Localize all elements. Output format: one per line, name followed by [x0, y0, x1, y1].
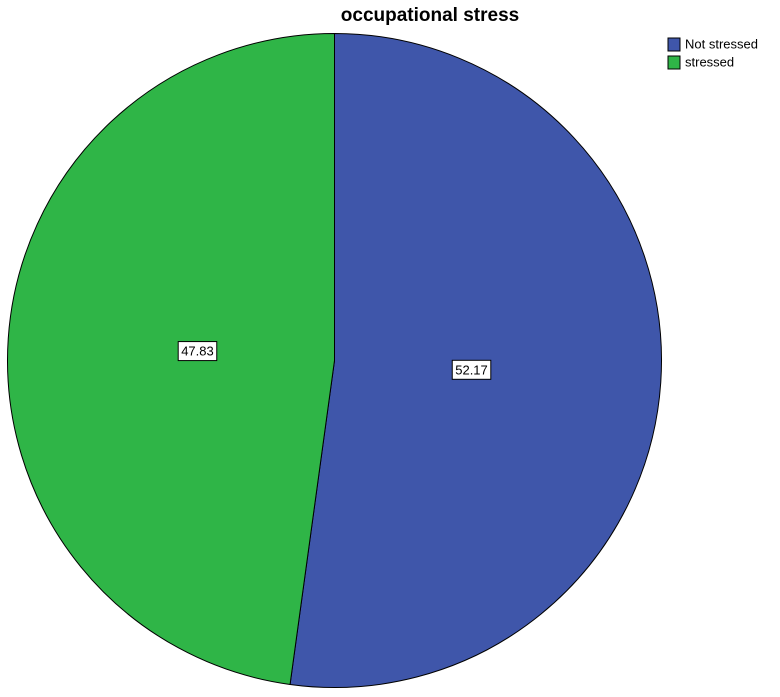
data-label: 47.83	[181, 344, 214, 359]
data-label-box	[451, 359, 492, 380]
data-label-box	[177, 341, 218, 362]
legend-label: stressed	[685, 54, 734, 69]
data-label-group: 52.17	[451, 359, 492, 380]
pie-slice	[7, 32, 335, 686]
chart-title: occupational stress	[341, 5, 519, 26]
legend-swatch	[667, 37, 681, 52]
legend-swatch	[667, 55, 681, 70]
legend-label: Not stressed	[685, 36, 758, 51]
data-label: 52.17	[455, 362, 488, 377]
data-label-group: 47.83	[177, 341, 218, 362]
